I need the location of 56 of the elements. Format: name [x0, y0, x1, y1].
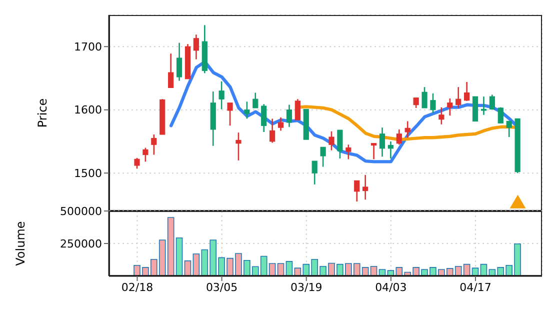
candlestick [244, 100, 250, 120]
candlestick [337, 129, 343, 160]
y-axis-title: Price [35, 98, 50, 128]
candlestick [404, 120, 410, 138]
candlestick [236, 132, 242, 162]
candlestick [320, 146, 326, 168]
candlestick [413, 97, 419, 109]
candlestick [294, 98, 300, 121]
candlestick [346, 144, 352, 160]
x-tick-label: 02/18 [121, 280, 154, 294]
candlestick [447, 98, 453, 116]
candlestick [498, 106, 504, 124]
candlestick [464, 81, 470, 102]
bar [176, 238, 183, 276]
candlestick [261, 104, 267, 133]
x-tick-label: 04/17 [460, 280, 492, 294]
y-tick-label: 250000 [60, 237, 102, 250]
y-tick-label: 1500 [74, 166, 102, 180]
candlestick [480, 96, 487, 116]
candlestick [270, 118, 276, 144]
candlestick [489, 94, 495, 110]
candlestick [506, 120, 512, 138]
candlestick [370, 142, 377, 160]
y-tick-label: 1700 [74, 40, 102, 54]
candlestick [362, 174, 368, 200]
candlestick [312, 160, 318, 186]
candlestick [218, 80, 224, 110]
candlestick [142, 147, 148, 162]
candlestick [193, 34, 199, 60]
candlestick [286, 104, 292, 128]
candlestick [168, 52, 174, 88]
x-tick-label: 03/05 [206, 280, 238, 294]
candlestick [151, 134, 157, 156]
y-tick-label: 1600 [74, 104, 102, 117]
bar [277, 263, 284, 276]
candlestick [328, 130, 334, 151]
candlestick [278, 116, 284, 132]
candlestick [134, 157, 140, 170]
bar [268, 263, 276, 276]
x-tick-label: 03/19 [290, 280, 322, 294]
candlestick [176, 42, 182, 82]
candlestick [438, 106, 444, 126]
candlestick [379, 126, 386, 158]
y-tick-label: 500000 [60, 204, 102, 218]
candlestick [456, 86, 462, 109]
bar [192, 254, 200, 276]
x-tick-label: 04/03 [375, 280, 407, 294]
candlestick [252, 92, 258, 109]
candlestick [354, 180, 360, 202]
candlestick [430, 92, 436, 114]
candlestick [422, 86, 428, 109]
candlestick [227, 102, 233, 126]
bar [286, 261, 293, 276]
y-axis-title: Volume [13, 221, 28, 266]
candlestick [396, 128, 402, 146]
candlestick [388, 140, 394, 160]
